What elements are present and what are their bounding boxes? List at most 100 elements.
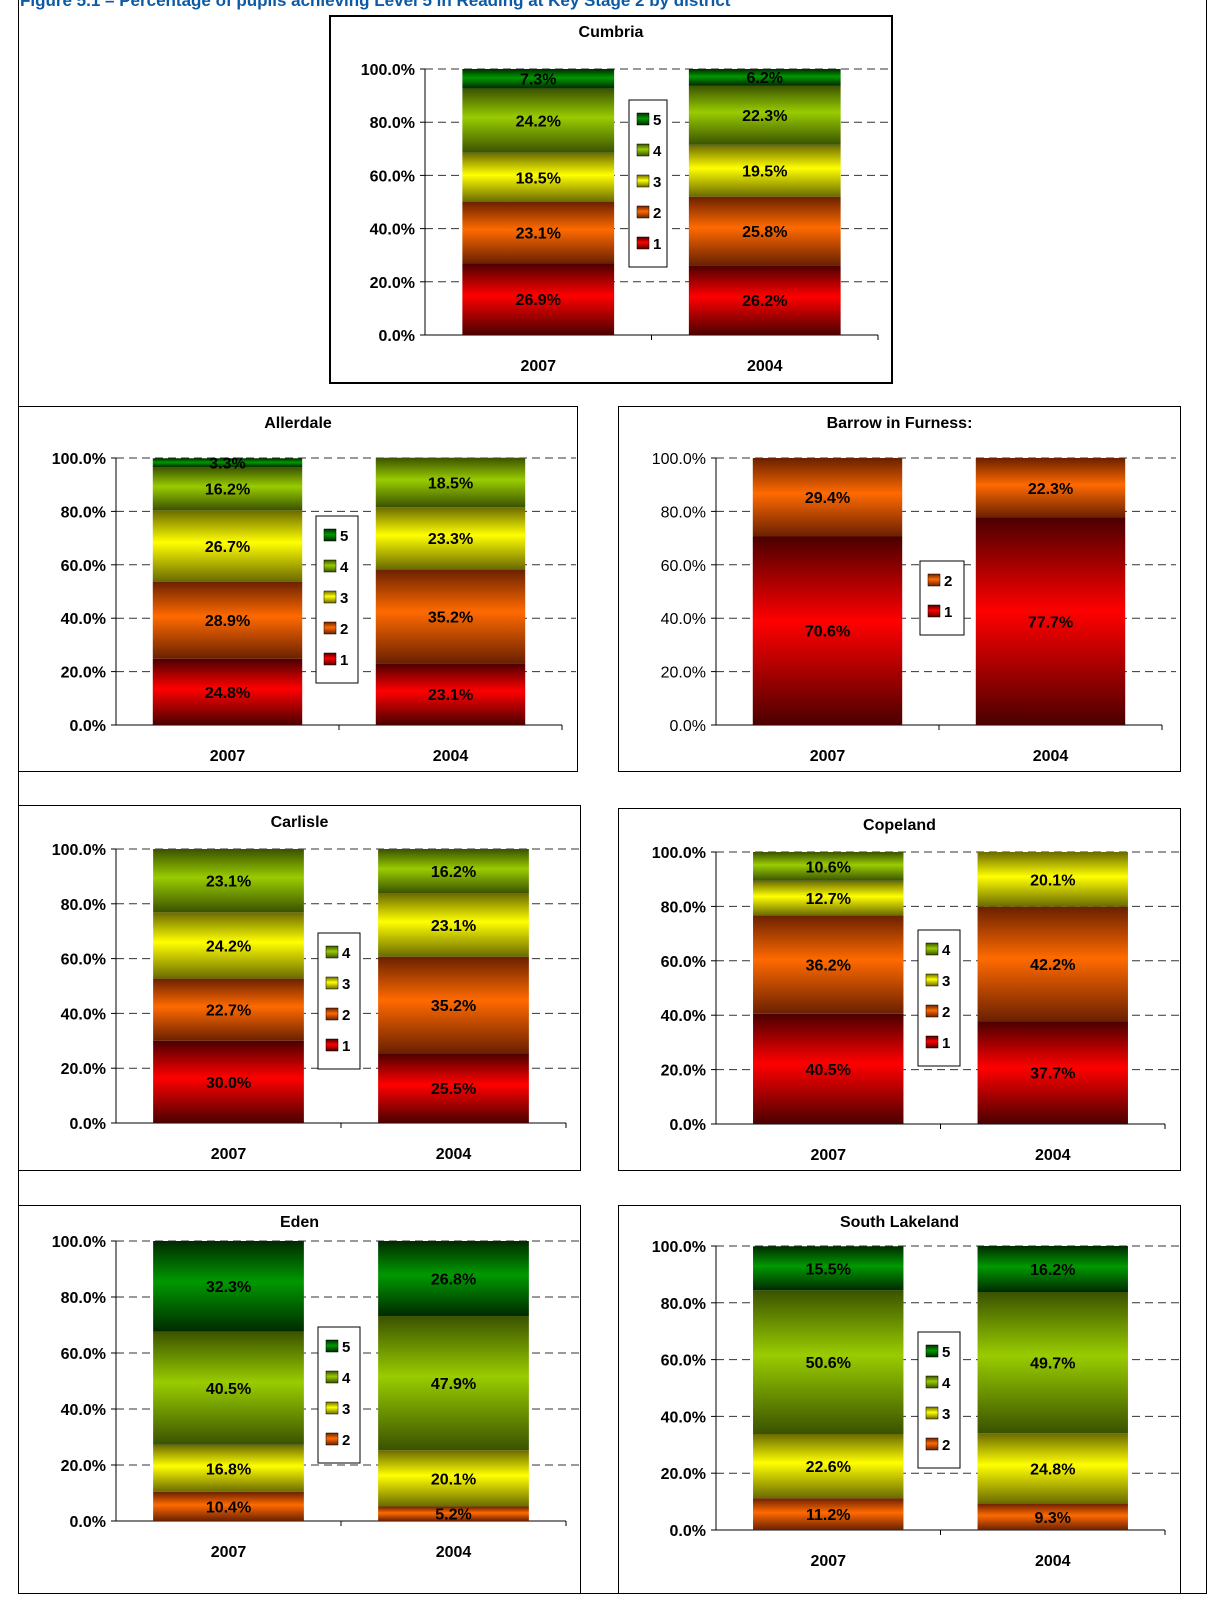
y-tick-label: 80.0% (61, 1290, 106, 1307)
y-tick-label: 40.0% (661, 1409, 706, 1426)
data-label-level-4-2004: 49.7% (1030, 1356, 1075, 1373)
legend-label-level-2: 2 (342, 1432, 350, 1449)
data-label-level-3-2007: 18.5% (516, 170, 561, 187)
bar-segment-level-1-2004 (975, 517, 1126, 725)
bar-segment-level-4-2007 (153, 849, 304, 913)
legend-label-level-1: 1 (342, 1038, 350, 1055)
y-tick-label: 40.0% (61, 611, 106, 628)
legend-swatch-level-3 (925, 1406, 939, 1420)
x-category-label: 2007 (520, 358, 556, 375)
chart-barrow-in-furness: Barrow in Furness: 0.0% 20.0% 40.0% 60.0% 80.… (618, 406, 1181, 772)
data-label-level-4-2007: 40.5% (206, 1381, 251, 1398)
legend-label-level-1: 1 (942, 1035, 950, 1052)
legend-label-level-3: 3 (340, 590, 348, 607)
y-tick-label: 60.0% (61, 952, 106, 969)
bar-segment-level-4-2007 (152, 467, 303, 511)
bar-segment-level-3-2007 (462, 152, 615, 202)
data-label-level-3-2007: 26.7% (205, 539, 250, 556)
bar-segment-level-5-2007 (753, 1246, 904, 1291)
bar-segment-level-4-2007 (462, 88, 615, 153)
chart-carlisle: Carlisle 0.0% 20.0% 40.0% 60.0% 80.0% 100.0% 30… (18, 805, 581, 1171)
bar-segment-level-1-2004 (977, 1021, 1128, 1124)
y-tick-label: 20.0% (61, 665, 106, 682)
data-label-level-4-2007: 50.6% (806, 1355, 851, 1372)
legend-label-level-5: 5 (340, 528, 348, 545)
data-label-level-1-2007: 70.6% (805, 624, 850, 641)
y-tick-label: 0.0% (670, 1523, 706, 1540)
data-label-level-2-2004: 42.2% (1030, 957, 1075, 974)
legend-box (317, 1326, 361, 1464)
legend-box (917, 1331, 961, 1469)
chart-title: Allerdale (264, 415, 332, 432)
y-tick-label: 100.0% (652, 451, 706, 468)
legend-label-level-4: 4 (340, 559, 349, 576)
data-label-level-5-2004: 6.2% (747, 70, 783, 87)
legend-label-level-2: 2 (942, 1004, 950, 1021)
legend-swatch-level-4 (636, 143, 650, 157)
legend-label-level-2: 2 (653, 205, 661, 222)
bar-segment-level-2-2007 (753, 915, 904, 1014)
data-label-level-1-2004: 77.7% (1028, 614, 1073, 631)
legend-swatch-level-2 (325, 1432, 339, 1446)
y-tick-label: 20.0% (61, 1458, 106, 1475)
legend-swatch-level-1 (636, 236, 650, 250)
bar-segment-level-4-2004 (977, 1292, 1128, 1434)
bar-segment-level-2-2007 (153, 978, 304, 1041)
chart-cumbria: Cumbria0.0%20.0%40.0%60.0%80.0%100.0%26.… (329, 15, 893, 384)
data-label-level-2-2007: 28.9% (205, 613, 250, 630)
bar-segment-level-3-2007 (753, 880, 904, 916)
bar-segment-level-2-2007 (462, 202, 615, 264)
x-category-label: 2007 (211, 1146, 247, 1163)
legend-label-level-1: 1 (340, 652, 348, 669)
y-tick-label: 80.0% (661, 504, 706, 521)
y-tick-label: 100.0% (652, 845, 706, 862)
y-tick-label: 20.0% (61, 1061, 106, 1078)
bar-segment-level-5-2007 (153, 1241, 304, 1332)
legend-label-level-2: 2 (342, 1007, 350, 1024)
legend-label-level-5: 5 (942, 1344, 950, 1361)
bar-segment-level-4-2004 (375, 457, 526, 508)
bar-segment-level-3-2007 (152, 510, 303, 582)
y-tick-label: 20.0% (661, 665, 706, 682)
x-category-label: 2004 (1035, 1147, 1071, 1164)
y-tick-label: 40.0% (370, 222, 415, 239)
chart-title: Eden (280, 1214, 319, 1231)
data-label-level-1-2007: 24.8% (205, 685, 250, 702)
y-tick-label: 100.0% (52, 451, 106, 468)
legend-label-level-2: 2 (340, 621, 348, 638)
data-label-level-4-2007: 24.2% (516, 114, 561, 131)
bar-segment-level-2-2007 (153, 1491, 304, 1521)
bar-segment-level-2-2004 (977, 906, 1128, 1022)
data-label-level-3-2004: 20.1% (431, 1471, 476, 1488)
x-category-label: 2004 (1035, 1553, 1071, 1570)
y-tick-label: 0.0% (670, 718, 706, 735)
y-tick-label: 80.0% (61, 504, 106, 521)
legend-swatch-level-2 (636, 205, 650, 219)
bar-segment-level-3-2004 (688, 144, 841, 197)
legend-swatch-level-3 (636, 174, 650, 188)
figure-caption-strip: Figure 5.1 – Percentage of pupils achiev… (18, 0, 1207, 10)
y-tick-label: 80.0% (661, 1296, 706, 1313)
bar-segment-level-1-2007 (153, 1040, 304, 1123)
data-label-level-1-2004: 26.2% (742, 293, 787, 310)
legend-swatch-level-4 (925, 1375, 939, 1389)
x-category-label: 2007 (810, 1553, 846, 1570)
bar-segment-level-2-2004 (975, 458, 1126, 518)
legend-label-level-3: 3 (942, 973, 950, 990)
bar-segment-level-2-2007 (152, 581, 303, 659)
bar-segment-level-1-2007 (152, 658, 303, 725)
data-label-level-3-2004: 24.8% (1030, 1461, 1075, 1478)
chart-title: Copeland (863, 817, 936, 834)
legend-swatch-level-4 (325, 1370, 339, 1384)
legend-swatch-level-4 (325, 945, 339, 959)
legend-label-level-5: 5 (342, 1339, 350, 1356)
y-tick-label: 0.0% (70, 1514, 106, 1531)
data-label-level-2-2007: 23.1% (516, 226, 561, 243)
bar-segment-level-1-2007 (462, 263, 615, 335)
bar-segment-level-2-2004 (977, 1503, 1128, 1530)
data-label-level-4-2004: 16.2% (431, 864, 476, 881)
legend-swatch-level-1 (925, 1035, 939, 1049)
legend-swatch-level-2 (323, 621, 337, 635)
legend-swatch-level-1 (325, 1038, 339, 1052)
chart-title: Barrow in Furness: (827, 415, 973, 432)
